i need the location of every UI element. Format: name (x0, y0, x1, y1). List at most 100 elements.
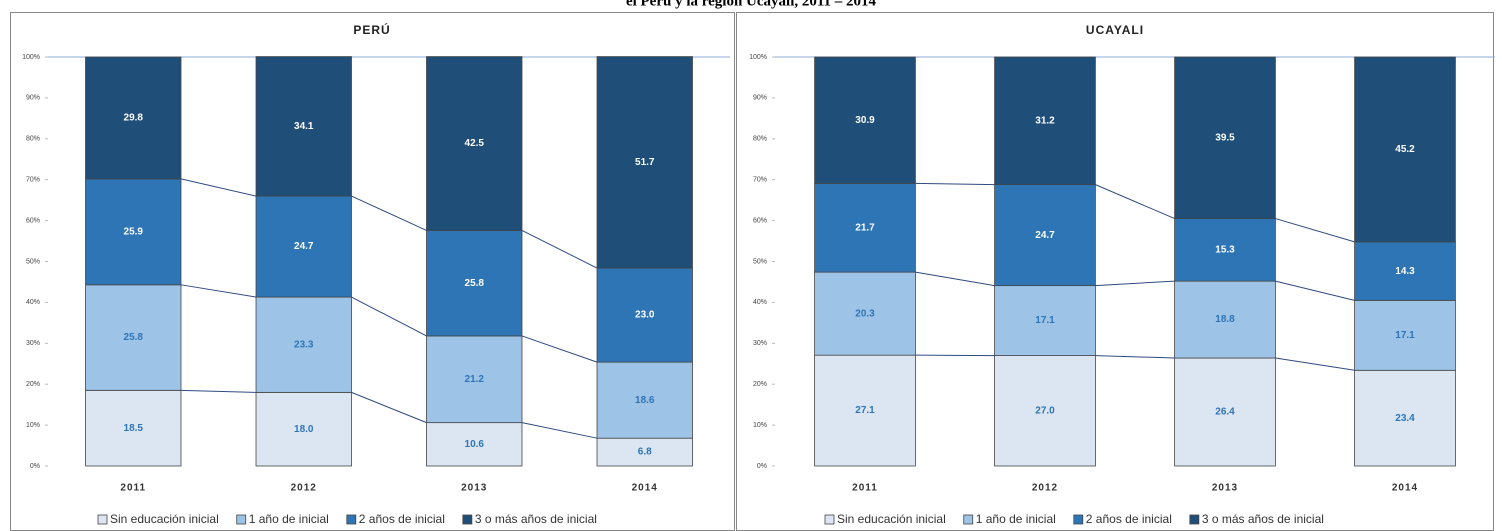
data-label: 21.7 (855, 222, 875, 233)
bar-segment (426, 230, 523, 337)
bar-segment (596, 437, 693, 467)
bar-segment (596, 267, 693, 363)
y-tick-label: 10% (753, 422, 767, 429)
bar-segment (1174, 56, 1276, 219)
chart-title: UCAYALI (1086, 23, 1144, 37)
bar-segment (85, 178, 182, 286)
connector-line (1095, 280, 1175, 287)
y-tick-label: 100% (22, 54, 40, 61)
bar-segment (994, 285, 1096, 356)
data-label: 18.6 (635, 395, 655, 406)
data-label: 10.6 (465, 439, 485, 450)
bar-segment (814, 354, 916, 467)
main-title: el Perú y la región Ucayali, 2011 – 2014 (626, 0, 877, 9)
y-tick-label: 20% (26, 381, 40, 388)
y-tick-label: 70% (26, 177, 40, 184)
connector-line (351, 195, 427, 231)
bar-segment (255, 56, 352, 197)
bar-segment (255, 296, 352, 393)
y-tick-label: 60% (26, 217, 40, 224)
bar-segment (426, 422, 523, 467)
bar-segment (1354, 299, 1456, 371)
legend-label: 3 o más años de inicial (1202, 512, 1324, 526)
data-label: 29.8 (124, 113, 144, 124)
data-label: 51.7 (635, 157, 655, 168)
bar-segment (1354, 241, 1456, 301)
bar-segment (1354, 369, 1456, 467)
x-tick-label: 2012 (1032, 483, 1058, 494)
data-label: 18.8 (1215, 314, 1235, 325)
x-tick-label: 2014 (632, 483, 658, 494)
bar-segment (814, 271, 916, 356)
x-tick-label: 2011 (120, 483, 146, 494)
legend-label: Sin educación inicial (837, 512, 946, 526)
legend-swatch (963, 514, 974, 525)
data-label: 24.7 (1035, 230, 1055, 241)
bar-segment (1174, 218, 1276, 282)
bar-segment (1354, 56, 1456, 243)
bar-segment (85, 389, 182, 467)
data-label: 25.9 (124, 226, 144, 237)
bar-segment (85, 56, 182, 180)
connector-line (915, 271, 995, 287)
y-tick-label: 100% (749, 54, 767, 61)
data-label: 39.5 (1215, 132, 1235, 143)
connector-line (1275, 357, 1355, 371)
connector-line (1275, 218, 1355, 243)
bar-segment (426, 56, 523, 231)
x-tick-label: 2011 (852, 483, 878, 494)
x-tick-label: 2013 (461, 483, 487, 494)
connector-line (1275, 280, 1355, 301)
bar-segment (994, 56, 1096, 186)
data-label: 30.9 (855, 115, 875, 126)
bar-segment (994, 355, 1096, 467)
data-label: 18.0 (294, 424, 314, 435)
bar-segment (994, 184, 1096, 287)
y-tick-label: 20% (753, 381, 767, 388)
data-label: 18.5 (124, 423, 144, 434)
y-tick-label: 50% (753, 258, 767, 265)
bar-segment (255, 391, 352, 467)
x-tick-label: 2013 (1212, 483, 1238, 494)
bar-segment (596, 361, 693, 439)
data-label: 21.2 (465, 374, 485, 385)
bar-segment (814, 56, 916, 184)
y-tick-label: 40% (753, 299, 767, 306)
data-label: 17.1 (1035, 315, 1055, 326)
y-tick-label: 30% (26, 340, 40, 347)
legend-label: 2 años de inicial (1086, 512, 1172, 526)
y-tick-label: 0% (30, 463, 40, 470)
data-label: 42.5 (465, 138, 485, 149)
data-label: 31.2 (1035, 115, 1055, 126)
y-tick-label: 90% (26, 95, 40, 102)
legend-label: 2 años de inicial (359, 512, 445, 526)
legend-swatch (346, 514, 357, 525)
data-label: 27.0 (1035, 405, 1055, 416)
data-label: 23.0 (635, 310, 655, 321)
data-label: 23.3 (294, 339, 314, 350)
data-label: 24.7 (294, 241, 314, 252)
data-label: 20.3 (855, 308, 875, 319)
connector-line (180, 389, 257, 393)
y-tick-label: 80% (26, 136, 40, 143)
legend-swatch (824, 514, 835, 525)
bar-segment (1174, 280, 1276, 359)
y-tick-label: 80% (753, 136, 767, 143)
y-tick-label: 30% (753, 340, 767, 347)
data-label: 15.3 (1215, 244, 1235, 255)
legend-swatch (462, 514, 473, 525)
y-tick-label: 10% (26, 422, 40, 429)
data-label: 17.1 (1395, 330, 1415, 341)
bar-segment (1174, 357, 1276, 467)
data-label: 23.4 (1395, 413, 1415, 424)
connector-line (351, 391, 427, 424)
legend-label: 1 año de inicial (249, 512, 329, 526)
connector-line (180, 178, 257, 197)
data-label: 25.8 (124, 332, 144, 343)
y-tick-label: 0% (757, 463, 767, 470)
legend-label: 1 año de inicial (976, 512, 1056, 526)
bar-segment (426, 335, 523, 424)
data-label: 27.1 (855, 405, 875, 416)
connector-line (1095, 184, 1175, 220)
